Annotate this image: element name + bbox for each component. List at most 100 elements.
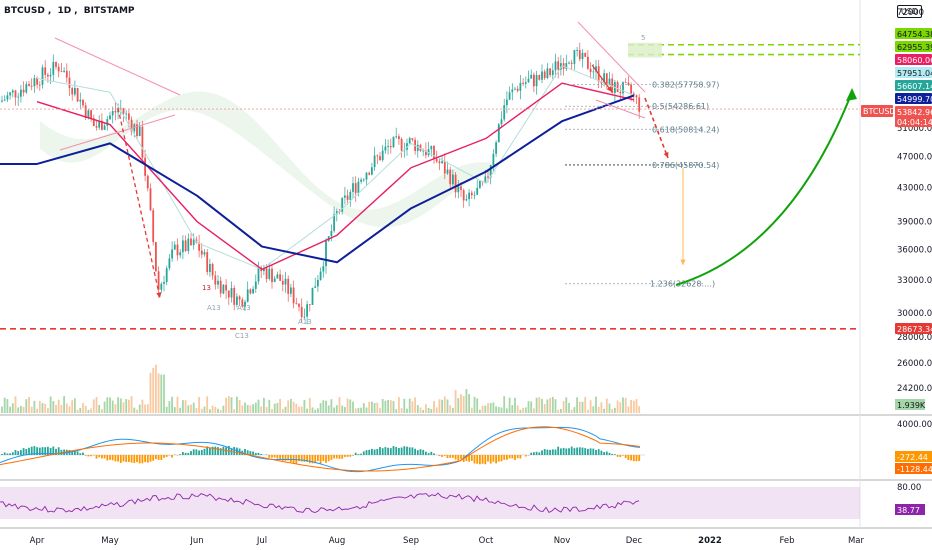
macd-histogram-bar: [584, 448, 587, 455]
candle-body: [82, 99, 84, 106]
candle-body: [425, 150, 427, 156]
volume-bar: [214, 406, 217, 413]
macd-histogram-bar: [400, 447, 403, 455]
volume-bar: [381, 398, 384, 413]
macd-histogram-bar: [103, 455, 106, 459]
volume-bar: [576, 397, 578, 413]
volume-bar: [55, 404, 57, 413]
volume-bar: [341, 405, 344, 413]
candle-body: [217, 280, 219, 285]
macd-histogram-bar: [379, 447, 381, 455]
macd-histogram-bar: [438, 455, 441, 457]
volume-bar: [462, 395, 465, 413]
volume-bar: [400, 408, 403, 413]
macd-histogram-bar: [284, 455, 287, 461]
macd-histogram-bar: [133, 455, 136, 464]
macd-histogram-bar: [392, 446, 395, 455]
volume-bar: [479, 409, 481, 413]
macd-histogram-bar: [152, 455, 155, 461]
candle-body: [95, 126, 98, 128]
candle-body: [246, 289, 249, 302]
candle-body: [543, 71, 546, 78]
volume-bar: [141, 399, 144, 413]
candle-body: [103, 125, 106, 130]
macd-histogram-bar: [265, 454, 268, 455]
macd-histogram-bar: [314, 455, 317, 464]
candle-body: [441, 161, 443, 164]
volume-bar: [362, 403, 365, 413]
volume-bar: [249, 405, 252, 413]
macd-histogram-bar: [49, 447, 52, 455]
volume-bar: [20, 406, 22, 413]
volume-bar: [47, 408, 49, 413]
macd-histogram-bar: [128, 455, 130, 463]
volume-bar: [206, 396, 209, 413]
candle-body: [554, 61, 557, 71]
volume-bar: [122, 402, 125, 413]
candle-body: [227, 290, 230, 298]
interval-label[interactable]: 1D: [57, 6, 72, 16]
red-arrow-drop: [117, 107, 161, 299]
candle-body: [360, 179, 362, 182]
wave-label-2: C13: [235, 332, 249, 340]
candle-body: [443, 161, 446, 174]
volume-bar: [244, 402, 246, 413]
macd-histogram-bar: [17, 451, 20, 455]
volume-bar: [551, 396, 554, 413]
candle-body: [190, 238, 192, 245]
currency-badge[interactable]: USD: [896, 5, 922, 18]
candle-body: [314, 286, 317, 288]
macd-histogram-bar: [514, 455, 516, 460]
macd-histogram-bar: [30, 446, 33, 455]
volume-bar: [290, 398, 292, 413]
macd-histogram-bar: [416, 450, 419, 455]
volume-bar: [597, 406, 600, 413]
macd-histogram-bar: [511, 455, 514, 459]
candle-body: [254, 281, 257, 289]
macd-histogram-bar: [25, 449, 28, 455]
candle-body: [387, 146, 389, 147]
volume-bar: [111, 400, 114, 413]
time-tick: Nov: [554, 536, 571, 546]
macd-histogram-bar: [317, 455, 319, 462]
macd-histogram-bar: [403, 446, 406, 455]
volume-bar: [308, 397, 311, 413]
candle-body: [492, 153, 495, 166]
candle-body: [157, 271, 160, 290]
volume-bar: [376, 402, 379, 413]
volume-bar: [535, 397, 538, 413]
volume-bar: [495, 406, 497, 413]
macd-histogram-bar: [546, 449, 549, 455]
volume-bar: [570, 409, 573, 413]
volume-value: 1.939K: [897, 401, 926, 410]
volume-bar: [357, 407, 360, 413]
candle-body: [622, 82, 624, 94]
candle-body: [519, 82, 522, 91]
volume-bar: [71, 400, 74, 413]
candle-body: [368, 172, 371, 175]
macd-histogram-bar: [303, 455, 306, 462]
green-arrow-rebound: [675, 91, 853, 286]
candle-body: [236, 296, 238, 305]
volume-bar: [303, 399, 306, 413]
macd-histogram-bar: [427, 453, 430, 455]
volume-bar: [179, 407, 182, 413]
candle-body: [341, 197, 344, 212]
macd-histogram-bar: [557, 446, 560, 455]
macd-histogram-bar: [222, 446, 225, 455]
volume-bar: [476, 398, 479, 413]
volume-bar: [452, 407, 454, 413]
volume-bar: [543, 404, 546, 413]
candle-body: [573, 50, 576, 64]
symbol-name[interactable]: BTCUSD: [4, 6, 45, 16]
macd-histogram-bar: [506, 455, 508, 460]
candle-body: [495, 142, 497, 154]
macd-histogram-bar: [20, 450, 22, 455]
macd-histogram-bar: [600, 450, 603, 455]
macd-histogram-bar: [298, 455, 300, 462]
macd-histogram-bar: [119, 455, 122, 463]
volume-bar: [557, 409, 560, 413]
price-label: 58060.06: [897, 56, 932, 65]
macd-histogram-bar: [479, 455, 481, 465]
